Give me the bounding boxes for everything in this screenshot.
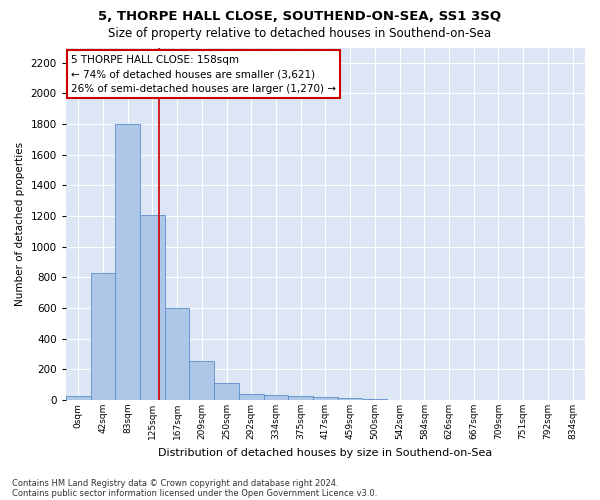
Bar <box>165 308 190 400</box>
Text: Size of property relative to detached houses in Southend-on-Sea: Size of property relative to detached ho… <box>109 28 491 40</box>
Bar <box>214 383 239 400</box>
Bar <box>115 124 140 400</box>
Y-axis label: Number of detached properties: Number of detached properties <box>15 142 25 306</box>
Text: 5, THORPE HALL CLOSE, SOUTHEND-ON-SEA, SS1 3SQ: 5, THORPE HALL CLOSE, SOUTHEND-ON-SEA, S… <box>98 10 502 23</box>
Text: Contains public sector information licensed under the Open Government Licence v3: Contains public sector information licen… <box>12 488 377 498</box>
Bar <box>239 394 263 400</box>
Text: Contains HM Land Registry data © Crown copyright and database right 2024.: Contains HM Land Registry data © Crown c… <box>12 478 338 488</box>
Bar <box>140 214 165 400</box>
Bar <box>263 394 289 400</box>
Bar <box>289 396 313 400</box>
Bar <box>313 397 338 400</box>
Bar <box>362 399 387 400</box>
Bar <box>338 398 362 400</box>
Text: 5 THORPE HALL CLOSE: 158sqm
← 74% of detached houses are smaller (3,621)
26% of : 5 THORPE HALL CLOSE: 158sqm ← 74% of det… <box>71 54 336 94</box>
X-axis label: Distribution of detached houses by size in Southend-on-Sea: Distribution of detached houses by size … <box>158 448 493 458</box>
Bar <box>190 361 214 400</box>
Bar <box>91 273 115 400</box>
Bar <box>66 396 91 400</box>
